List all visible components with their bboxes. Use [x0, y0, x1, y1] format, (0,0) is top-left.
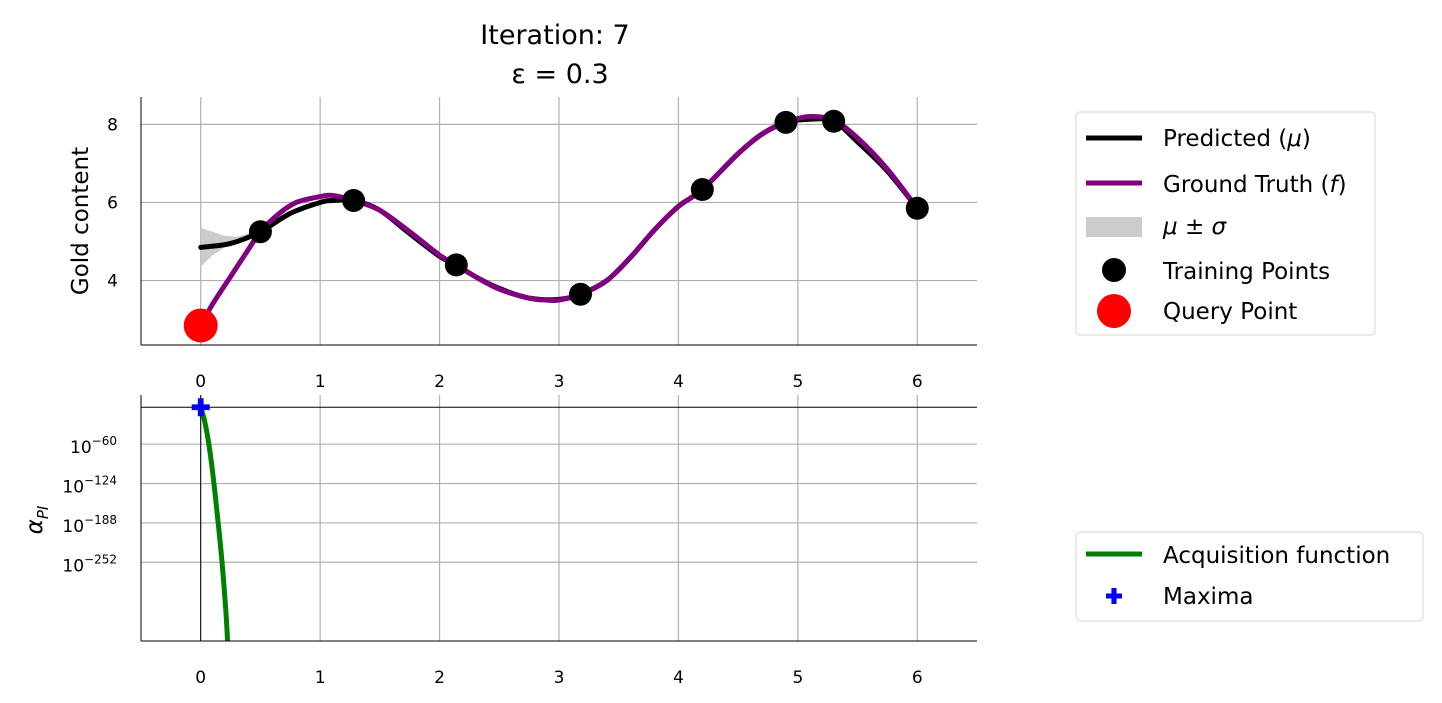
- bottom-x-tick-label: 4: [673, 668, 684, 688]
- top-y-tick-label: 8: [107, 115, 118, 135]
- top-x-tick-label: 1: [315, 372, 326, 392]
- bottom-y-tick-label: 10−60: [70, 434, 117, 458]
- legend-acquisition-label: Acquisition function: [1163, 543, 1390, 569]
- bottom-x-tick-label: 5: [792, 668, 803, 688]
- bottom-x-tick-label: 0: [195, 668, 206, 688]
- bottom-reference-lines: [141, 395, 977, 641]
- training-point: [444, 253, 468, 277]
- chart-title: Iteration: 7: [480, 20, 629, 51]
- legend-band-label: μ ± σ: [1162, 214, 1228, 240]
- bottom-spines: [140, 395, 977, 642]
- top-markers: [183, 109, 929, 343]
- bottom-y-tick-label: 10−252: [62, 552, 117, 576]
- training-point: [568, 282, 592, 306]
- query-point: [183, 308, 218, 343]
- bottom-x-tick-label: 3: [554, 668, 565, 688]
- bottom-legend: Acquisition function Maxima: [1075, 531, 1424, 622]
- legend-maxima-marker: [1106, 588, 1122, 604]
- maxima-marker: [191, 398, 210, 417]
- bottom-legend-frame: [1075, 531, 1424, 622]
- bottom-y-ticks: 10−60 10−124 10−188 10−252: [62, 434, 117, 576]
- training-point: [248, 220, 272, 244]
- legend-training-marker: [1102, 258, 1126, 282]
- acquisition-function-line: [198, 406, 231, 641]
- legend-band-swatch: [1086, 217, 1142, 237]
- bottom-series: [198, 406, 231, 641]
- top-legend: Predicted (μ) Ground Truth (f) μ ± σ Tra…: [1075, 111, 1376, 336]
- training-point: [822, 109, 846, 133]
- legend-query-label: Query Point: [1163, 299, 1297, 325]
- legend-ground-truth-label: Ground Truth (f): [1163, 172, 1347, 198]
- bottom-y-tick-label: 10−124: [62, 474, 117, 498]
- chart-subtitle: ε = 0.3: [511, 59, 608, 90]
- top-y-tick-label: 4: [107, 272, 118, 292]
- legend-maxima-label: Maxima: [1163, 584, 1253, 610]
- top-x-tick-label: 0: [195, 372, 206, 392]
- training-point: [690, 178, 714, 202]
- top-y-axis-label: Gold content: [68, 147, 94, 295]
- bottom-y-axis-label: αPI: [22, 505, 52, 534]
- legend-training-label: Training Points: [1162, 259, 1330, 285]
- top-x-tick-label: 6: [912, 372, 923, 392]
- legend-query-marker: [1097, 294, 1131, 328]
- top-x-tick-label: 2: [434, 372, 445, 392]
- bottom-x-tick-label: 1: [315, 668, 326, 688]
- top-x-tick-label: 4: [673, 372, 684, 392]
- bottom-x-ticks: 0 1 2 3 4 5 6: [195, 668, 922, 688]
- top-y-tick-label: 6: [107, 193, 118, 213]
- top-axes: 0 1 2 3 4 5 6 4 6 8 Gold content: [68, 97, 977, 392]
- legend-predicted-label: Predicted (μ): [1163, 126, 1311, 152]
- training-point: [905, 196, 929, 220]
- top-legend-frame: [1075, 111, 1376, 336]
- bottom-x-tick-label: 2: [434, 668, 445, 688]
- bottom-y-tick-label: 10−188: [62, 513, 117, 537]
- bottom-markers: [191, 398, 210, 417]
- bottom-axes: 0 1 2 3 4 5 6 10−60 10−124 10−188 10−252 αPI: [22, 395, 977, 688]
- top-x-tick-label: 3: [554, 372, 565, 392]
- bottom-grid: [141, 395, 977, 641]
- training-point: [774, 110, 798, 134]
- training-point: [342, 188, 366, 212]
- top-spines: [140, 97, 977, 346]
- top-x-tick-label: 5: [792, 372, 803, 392]
- top-y-ticks: 4 6 8: [107, 115, 118, 291]
- bottom-x-tick-label: 6: [912, 668, 923, 688]
- top-x-ticks: 0 1 2 3 4 5 6: [195, 372, 922, 392]
